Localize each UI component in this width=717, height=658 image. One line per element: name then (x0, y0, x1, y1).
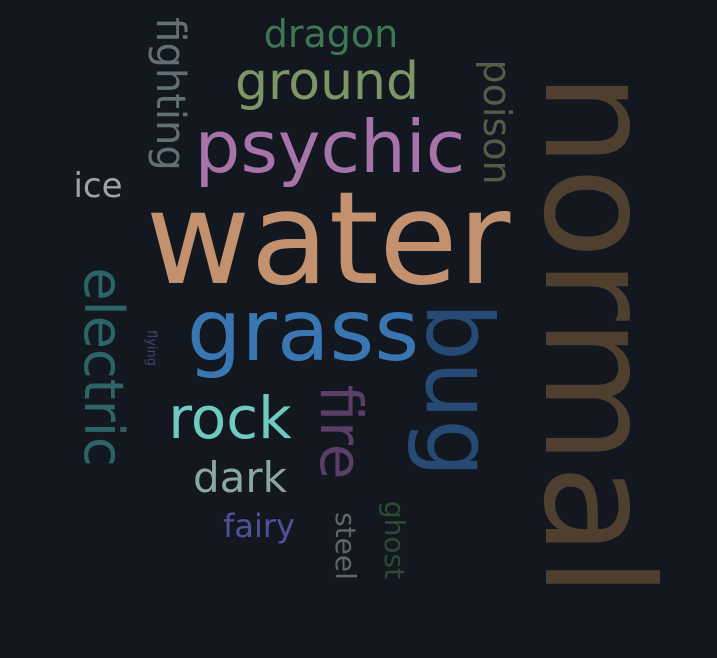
word-ground: ground (235, 52, 419, 112)
word-steel: steel (329, 512, 362, 580)
word-water: water (145, 165, 511, 314)
word-poison: poison (475, 59, 519, 185)
word-psychic: psychic (194, 105, 466, 189)
word-fire: fire (307, 384, 375, 480)
word-rock: rock (168, 384, 292, 452)
word-fighting: fighting (147, 17, 193, 171)
word-ice: ice (73, 166, 123, 206)
word-flying: flying (143, 330, 159, 366)
word-dark: dark (193, 453, 287, 502)
word-normal: normal (510, 72, 684, 598)
word-fairy: fairy (223, 507, 295, 545)
word-bug: bug (405, 302, 512, 478)
word-electric: electric (72, 267, 135, 467)
word-ghost: ghost (378, 500, 411, 580)
word-dragon: dragon (263, 12, 399, 56)
word-grass: grass (186, 281, 420, 381)
